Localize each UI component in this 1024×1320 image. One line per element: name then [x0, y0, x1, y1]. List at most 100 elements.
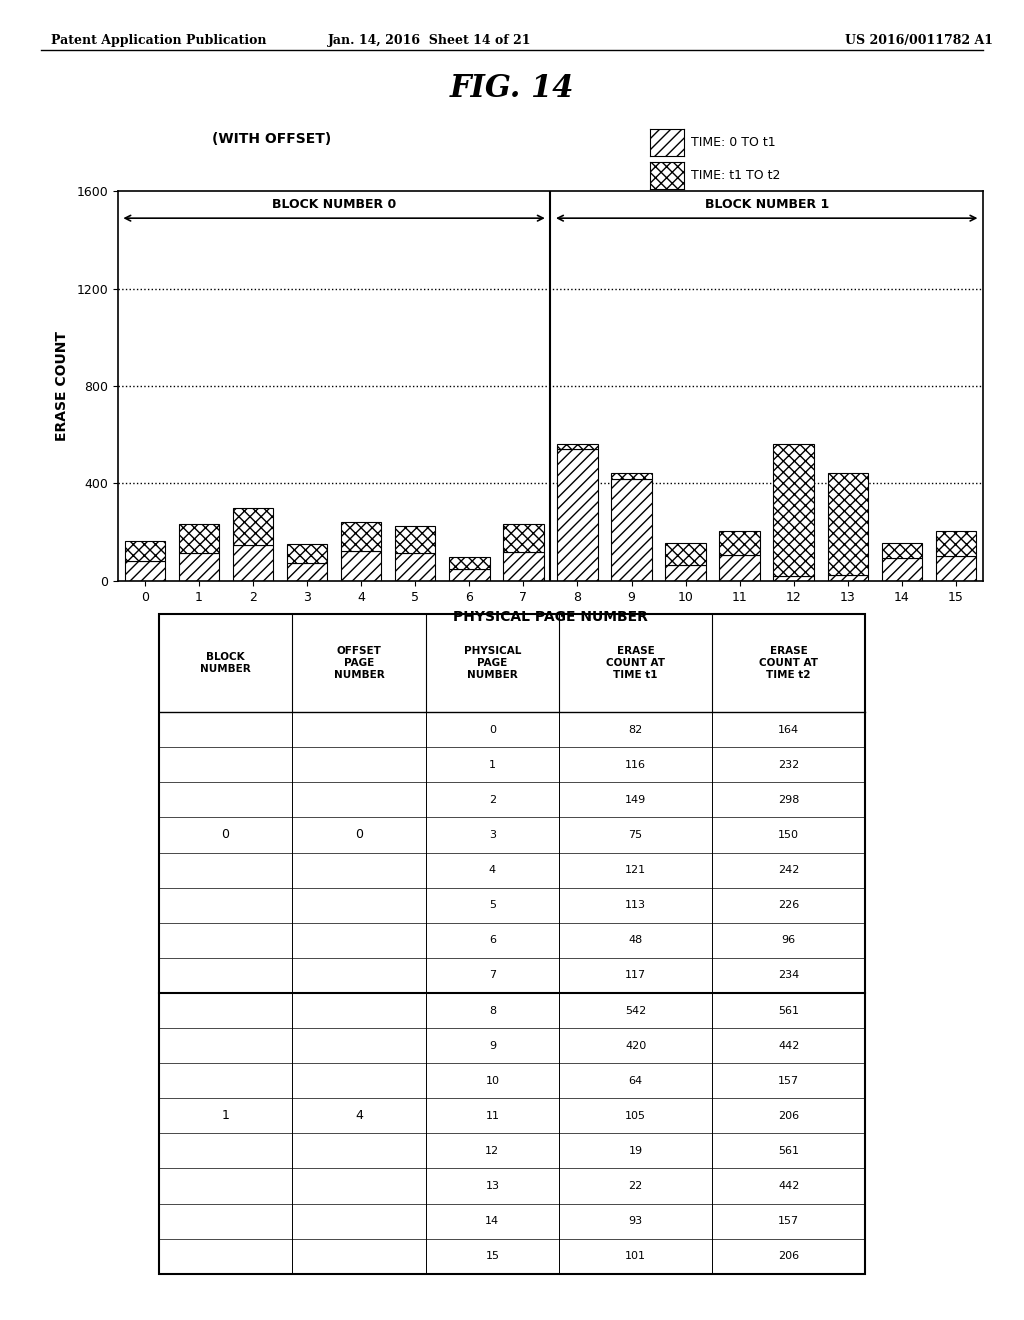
Text: Patent Application Publication: Patent Application Publication: [51, 34, 266, 48]
Text: 442: 442: [778, 1181, 800, 1191]
Bar: [287, 544, 328, 562]
Text: 5: 5: [488, 900, 496, 911]
Text: 117: 117: [625, 970, 646, 981]
Y-axis label: ERASE COUNT: ERASE COUNT: [55, 331, 70, 441]
Bar: [232, 508, 273, 545]
Bar: [882, 558, 923, 581]
Text: 420: 420: [625, 1040, 646, 1051]
Bar: [178, 553, 219, 581]
Text: 4: 4: [488, 865, 496, 875]
Bar: [827, 474, 868, 576]
Text: FIG. 14: FIG. 14: [450, 73, 574, 103]
Text: 14: 14: [485, 1216, 500, 1226]
Text: 10: 10: [485, 1076, 500, 1086]
Bar: [720, 556, 760, 581]
Text: 93: 93: [629, 1216, 643, 1226]
Text: 22: 22: [629, 1181, 643, 1191]
Text: 226: 226: [778, 900, 800, 911]
Text: 1: 1: [221, 1109, 229, 1122]
Bar: [611, 479, 652, 581]
Bar: [341, 521, 381, 552]
Text: 164: 164: [778, 725, 800, 735]
Text: BLOCK NUMBER 0: BLOCK NUMBER 0: [272, 198, 396, 211]
Bar: [503, 524, 544, 552]
Text: TIME: t1 TO t2: TIME: t1 TO t2: [691, 169, 780, 182]
Bar: [666, 565, 706, 581]
Text: 149: 149: [625, 795, 646, 805]
Bar: [720, 531, 760, 556]
Text: Jan. 14, 2016  Sheet 14 of 21: Jan. 14, 2016 Sheet 14 of 21: [329, 34, 531, 48]
Text: 116: 116: [625, 760, 646, 770]
Text: 0: 0: [355, 829, 362, 841]
Text: 6: 6: [488, 936, 496, 945]
Text: OFFSET
PAGE
NUMBER: OFFSET PAGE NUMBER: [334, 647, 384, 680]
Text: 4: 4: [355, 1109, 362, 1122]
Bar: [611, 474, 652, 479]
Text: 121: 121: [625, 865, 646, 875]
Text: 157: 157: [778, 1076, 800, 1086]
Bar: [666, 543, 706, 565]
Text: 442: 442: [778, 1040, 800, 1051]
Text: 7: 7: [488, 970, 496, 981]
Text: 105: 105: [625, 1111, 646, 1121]
Bar: [827, 576, 868, 581]
Text: 232: 232: [778, 760, 800, 770]
Text: BLOCK NUMBER 1: BLOCK NUMBER 1: [705, 198, 828, 211]
Bar: [125, 561, 165, 581]
Bar: [341, 552, 381, 581]
Text: 113: 113: [625, 900, 646, 911]
Bar: [882, 543, 923, 558]
Bar: [773, 576, 814, 581]
Text: (WITH OFFSET): (WITH OFFSET): [212, 132, 331, 145]
Text: 12: 12: [485, 1146, 500, 1156]
Text: 157: 157: [778, 1216, 800, 1226]
Text: ERASE
COUNT AT
TIME t1: ERASE COUNT AT TIME t1: [606, 647, 666, 680]
Text: 2: 2: [488, 795, 496, 805]
Text: 11: 11: [485, 1111, 500, 1121]
Text: 82: 82: [629, 725, 643, 735]
Bar: [232, 545, 273, 581]
Text: 64: 64: [629, 1076, 643, 1086]
Text: PHYSICAL
PAGE
NUMBER: PHYSICAL PAGE NUMBER: [464, 647, 521, 680]
Text: 101: 101: [625, 1251, 646, 1261]
Text: 0: 0: [221, 829, 229, 841]
Text: 48: 48: [629, 936, 643, 945]
Text: 542: 542: [625, 1006, 646, 1015]
Text: 75: 75: [629, 830, 643, 840]
X-axis label: PHYSICAL PAGE NUMBER: PHYSICAL PAGE NUMBER: [453, 610, 648, 624]
Text: 0: 0: [488, 725, 496, 735]
Bar: [287, 562, 328, 581]
Text: 9: 9: [488, 1040, 496, 1051]
Text: TIME: 0 TO t1: TIME: 0 TO t1: [691, 136, 776, 149]
Text: 561: 561: [778, 1146, 800, 1156]
Text: 19: 19: [629, 1146, 643, 1156]
Bar: [773, 445, 814, 576]
Text: 3: 3: [488, 830, 496, 840]
Text: 13: 13: [485, 1181, 500, 1191]
Text: 15: 15: [485, 1251, 500, 1261]
Bar: [178, 524, 219, 553]
Text: 96: 96: [781, 936, 796, 945]
Bar: [503, 552, 544, 581]
Bar: [125, 541, 165, 561]
Text: 206: 206: [778, 1251, 800, 1261]
Text: 206: 206: [778, 1111, 800, 1121]
Text: 234: 234: [778, 970, 800, 981]
Bar: [557, 445, 598, 449]
Bar: [449, 569, 489, 581]
Bar: [557, 449, 598, 581]
Bar: [395, 553, 435, 581]
Bar: [936, 556, 976, 581]
Text: 150: 150: [778, 830, 800, 840]
Text: US 2016/0011782 A1: US 2016/0011782 A1: [845, 34, 993, 48]
Text: 561: 561: [778, 1006, 800, 1015]
Text: 1: 1: [488, 760, 496, 770]
Text: ERASE
COUNT AT
TIME t2: ERASE COUNT AT TIME t2: [759, 647, 818, 680]
Text: 8: 8: [488, 1006, 496, 1015]
Bar: [395, 525, 435, 553]
Text: 242: 242: [778, 865, 800, 875]
Text: BLOCK
NUMBER: BLOCK NUMBER: [200, 652, 251, 673]
Bar: [449, 557, 489, 569]
Bar: [936, 531, 976, 556]
Text: 298: 298: [778, 795, 800, 805]
